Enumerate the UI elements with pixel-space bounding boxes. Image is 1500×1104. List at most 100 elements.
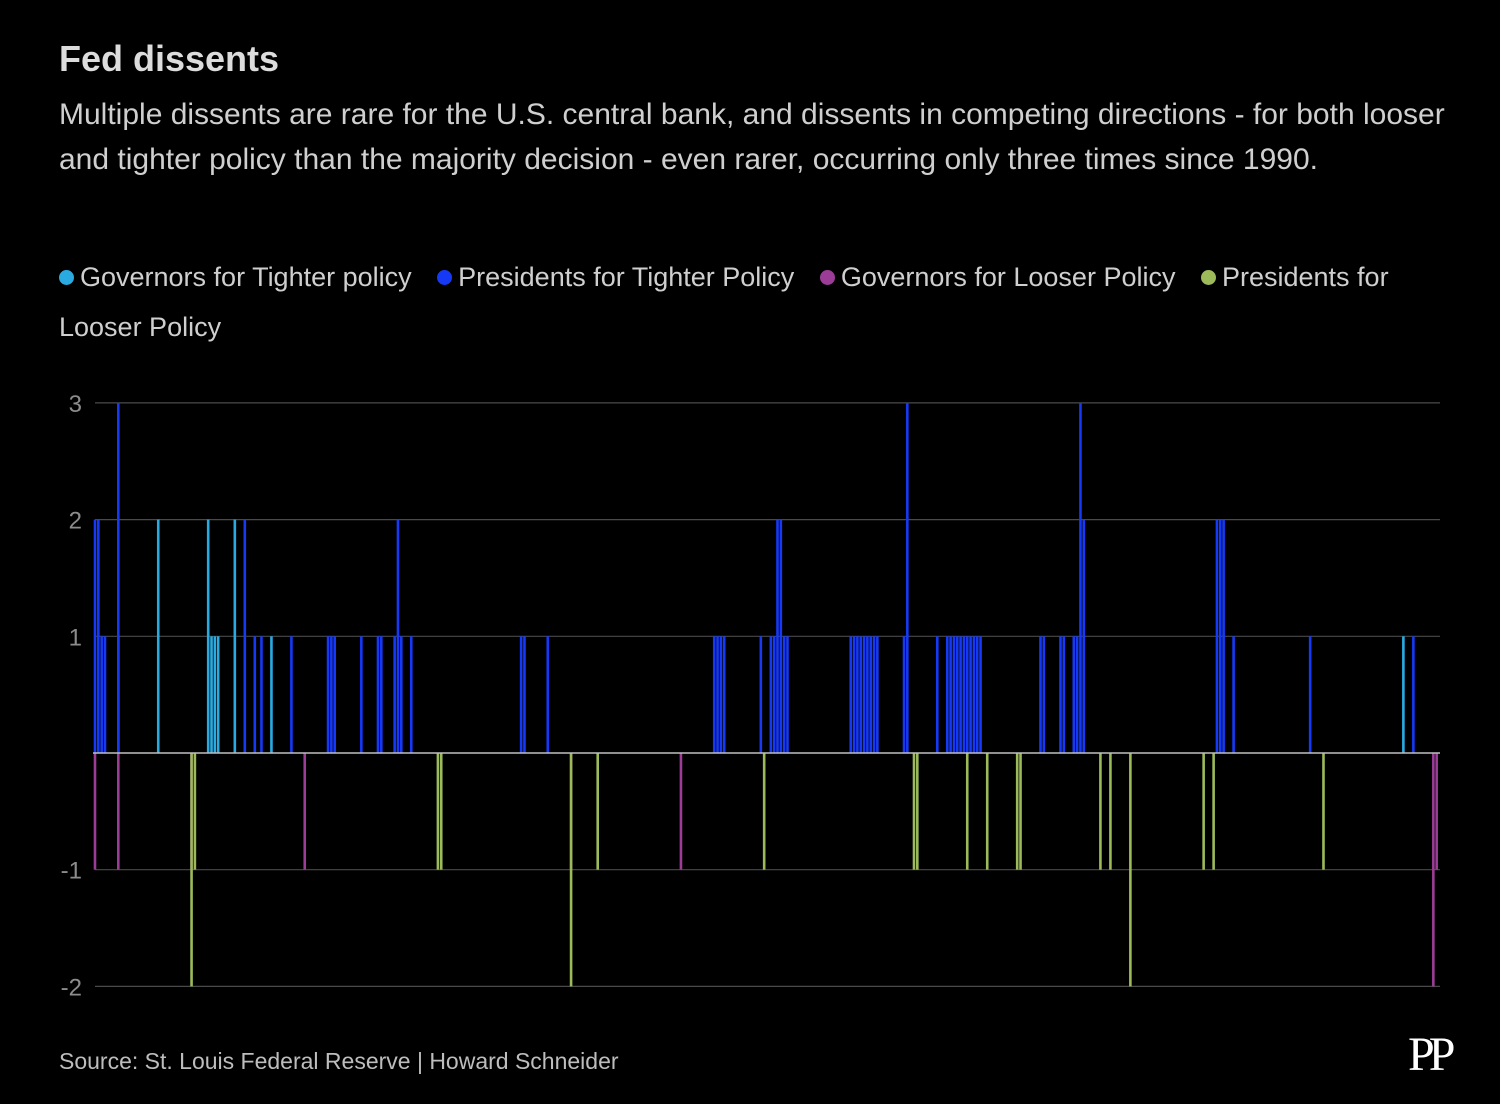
dissent-bar bbox=[776, 519, 779, 753]
dissent-bar bbox=[253, 636, 257, 753]
dissent-bar bbox=[1432, 753, 1435, 987]
dissent-bar bbox=[972, 636, 976, 753]
dissent-bar bbox=[759, 636, 763, 753]
dissent-bar bbox=[393, 636, 396, 753]
dissent-bar bbox=[117, 753, 120, 870]
dissent-bar bbox=[1129, 753, 1132, 987]
publisher-logo: PP bbox=[1408, 1028, 1455, 1081]
dissent-bar bbox=[569, 753, 573, 987]
dissent-bar bbox=[1402, 636, 1405, 753]
dissent-bar bbox=[772, 636, 776, 753]
legend-swatch bbox=[437, 270, 453, 285]
dissent-bar bbox=[213, 636, 217, 753]
dissent-bar bbox=[290, 636, 293, 753]
legend-swatch bbox=[819, 270, 835, 285]
dissent-bar bbox=[103, 636, 107, 753]
dissent-bar bbox=[409, 636, 413, 753]
dissent-bar bbox=[862, 636, 866, 753]
dissent-bar bbox=[959, 636, 962, 753]
chart-subtitle: Multiple dissents are rare for the U.S. … bbox=[59, 98, 1445, 176]
dissent-bar bbox=[965, 753, 969, 870]
dissent-bar bbox=[1099, 753, 1102, 870]
legend-swatch bbox=[59, 270, 74, 285]
dissent-bar bbox=[935, 636, 939, 753]
dissent-bar bbox=[93, 519, 97, 753]
legend-item-presidents-looser: Presidents for Looser Policy bbox=[59, 262, 1389, 342]
dissent-bar bbox=[117, 402, 120, 753]
dissent-bar bbox=[376, 636, 380, 753]
dissent-bar bbox=[100, 636, 103, 753]
chart-title: Fed dissents bbox=[59, 38, 280, 79]
dissent-bar bbox=[859, 636, 863, 753]
dissent-bar bbox=[1222, 519, 1225, 753]
dissent-bar bbox=[872, 636, 876, 753]
source-note: Source: St. Louis Federal Reserve | Howa… bbox=[59, 1048, 619, 1074]
dissent-bar bbox=[866, 636, 869, 753]
legend-label: Presidents for Tighter Policy bbox=[458, 262, 795, 292]
dissent-bar bbox=[260, 636, 263, 753]
dissent-bar bbox=[965, 636, 969, 753]
dissent-bar bbox=[852, 636, 856, 753]
dissent-bar bbox=[97, 519, 100, 753]
dissent-bar bbox=[916, 753, 919, 870]
dissent-bar bbox=[975, 636, 979, 753]
dissent-bar bbox=[869, 636, 873, 753]
dissent-bar bbox=[380, 636, 383, 753]
dissent-bar bbox=[1109, 753, 1112, 870]
legend-swatch bbox=[1200, 270, 1216, 285]
legend-item-presidents-tighter: Presidents for Tighter Policy bbox=[437, 252, 794, 302]
dissent-bar bbox=[1232, 636, 1235, 753]
dissent-bar bbox=[1215, 519, 1219, 753]
y-tick-label: -1 bbox=[61, 858, 82, 885]
dissent-bar bbox=[712, 636, 716, 753]
dissent-bar bbox=[949, 636, 952, 753]
dissent-bar bbox=[1062, 636, 1066, 753]
dissent-bar bbox=[330, 636, 333, 753]
dissent-bar bbox=[779, 519, 783, 753]
legend-label: Governors for Tighter policy bbox=[80, 262, 412, 292]
dissent-bar bbox=[912, 753, 916, 870]
dissent-bar bbox=[1079, 402, 1082, 753]
dissent-bar bbox=[1042, 636, 1046, 753]
dissent-bar bbox=[439, 753, 443, 870]
dissent-bar bbox=[952, 636, 956, 753]
dissent-bar bbox=[206, 519, 210, 753]
dissent-bar bbox=[233, 519, 237, 753]
dissent-bar bbox=[326, 636, 330, 753]
dissent-bar bbox=[969, 636, 972, 753]
legend: Governors for Tighter policy Presidents … bbox=[59, 252, 1449, 352]
dissent-bar bbox=[243, 519, 247, 753]
dissent-bar bbox=[762, 753, 766, 870]
dissent-bar bbox=[716, 636, 719, 753]
dissent-bar bbox=[360, 636, 363, 753]
legend-label: Presidents for Looser Policy bbox=[59, 262, 1389, 342]
dissent-bar-chart: 3 2 1 -1 -2 bbox=[61, 391, 1440, 1001]
y-tick-label: 3 bbox=[69, 391, 82, 418]
dissent-bar bbox=[399, 636, 403, 753]
dissent-bar bbox=[722, 636, 726, 753]
dissent-bar bbox=[876, 636, 879, 753]
dissent-bar bbox=[596, 753, 600, 870]
dissent-bar bbox=[156, 519, 160, 753]
dissent-bar bbox=[955, 636, 959, 753]
dissent-bar bbox=[1218, 519, 1222, 753]
dissent-bar bbox=[786, 636, 789, 753]
dissent-bar bbox=[396, 519, 400, 753]
dissent-bar bbox=[546, 636, 550, 753]
legend-label: Governors for Looser Policy bbox=[840, 262, 1176, 292]
dissent-bar bbox=[856, 636, 859, 753]
dissent-bar bbox=[93, 753, 97, 870]
dissent-bar bbox=[193, 753, 197, 870]
y-tick-label: -2 bbox=[61, 974, 82, 1001]
dissent-bar bbox=[1075, 636, 1079, 753]
dissent-bar bbox=[523, 636, 526, 753]
dissent-bar bbox=[1322, 753, 1325, 870]
dissent-bar bbox=[1059, 636, 1062, 753]
dissent-bar bbox=[1412, 636, 1415, 753]
dissent-bar bbox=[1039, 636, 1042, 753]
dissent-bar bbox=[1015, 753, 1019, 870]
dissent-bar bbox=[782, 636, 786, 753]
dissent-bar bbox=[902, 636, 906, 753]
y-tick-label: 2 bbox=[69, 508, 82, 535]
dissent-bar bbox=[333, 636, 336, 753]
